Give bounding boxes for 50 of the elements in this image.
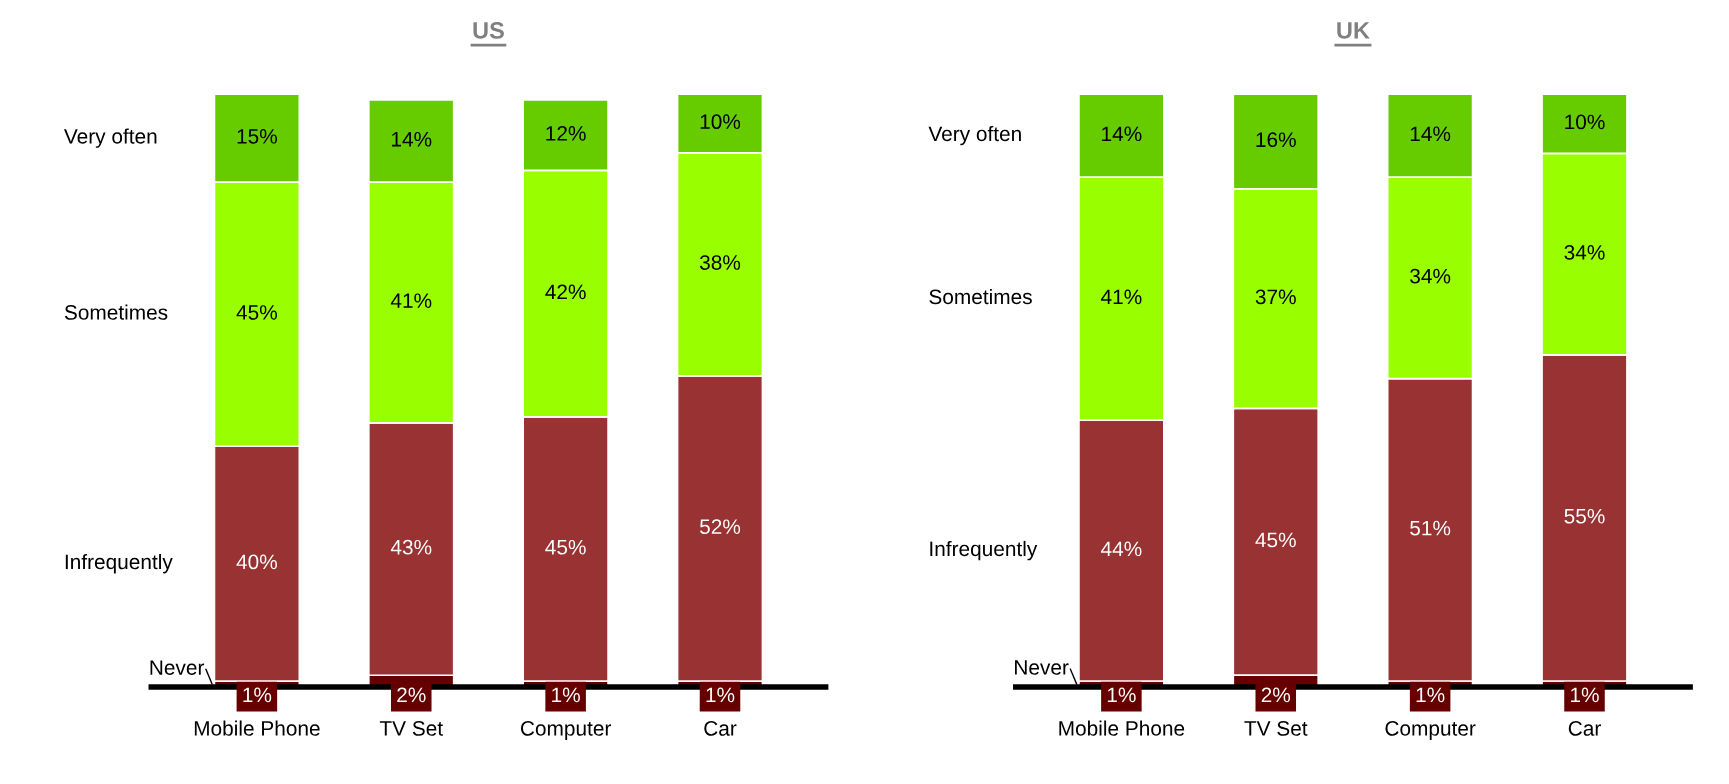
chart-title: US (473, 22, 504, 39)
data-label: 10% (700, 114, 741, 130)
data-label: 37% (1255, 289, 1296, 305)
data-label: 1% (1107, 687, 1136, 703)
data-label: 1% (706, 687, 735, 703)
x-tick-label: TV Set (1244, 721, 1308, 736)
data-label: 51% (1410, 520, 1451, 536)
data-label: 2% (1261, 687, 1291, 703)
data-label: 1% (552, 687, 580, 703)
text: Very often (928, 125, 1021, 146)
x-tick-label: Car (1568, 721, 1601, 736)
series-label: Never (150, 660, 205, 675)
data-label: 14% (392, 131, 432, 147)
x-tick-label: Car (704, 721, 737, 736)
data-label: 55% (1564, 508, 1605, 524)
data-label: 44% (1101, 541, 1142, 557)
x-tick-label: Computer (1385, 721, 1476, 740)
text: Very often (64, 128, 157, 148)
data-label: 45% (1255, 532, 1296, 548)
data-label: 40% (236, 554, 277, 570)
data-label: 34% (1564, 245, 1605, 260)
data-label: 42% (545, 284, 586, 300)
data-label: 12% (546, 126, 586, 141)
data-label: 1% (1571, 687, 1599, 703)
data-label: 52% (699, 519, 741, 535)
data-label: 34% (1410, 268, 1451, 284)
chart-title: UK (1337, 22, 1370, 39)
data-label: 10% (1565, 114, 1605, 130)
data-label: 45% (236, 305, 277, 320)
data-label: 14% (1102, 126, 1142, 142)
data-label: 43% (390, 539, 432, 555)
data-label: 41% (1101, 289, 1142, 305)
data-label: 2% (397, 687, 426, 703)
text: Sometimes (929, 288, 1032, 305)
series-label: Never (1015, 660, 1069, 675)
x-tick-label: Mobile Phone (194, 720, 320, 736)
data-label: 1% (1416, 687, 1445, 703)
data-label: 15% (237, 129, 277, 144)
data-label: 45% (545, 539, 586, 555)
x-tick-label: Computer (520, 721, 612, 740)
data-label: 16% (1256, 132, 1296, 148)
x-tick-label: TV Set (379, 721, 443, 736)
text: Infrequently (930, 540, 1038, 561)
data-label: 14% (1410, 126, 1451, 142)
data-label: 1% (243, 687, 272, 703)
text: Sometimes (64, 304, 168, 320)
x-tick-label: Mobile Phone (1059, 720, 1185, 736)
text: Infrequently (65, 553, 173, 574)
data-label: 38% (699, 255, 741, 270)
data-label: 41% (390, 293, 432, 308)
